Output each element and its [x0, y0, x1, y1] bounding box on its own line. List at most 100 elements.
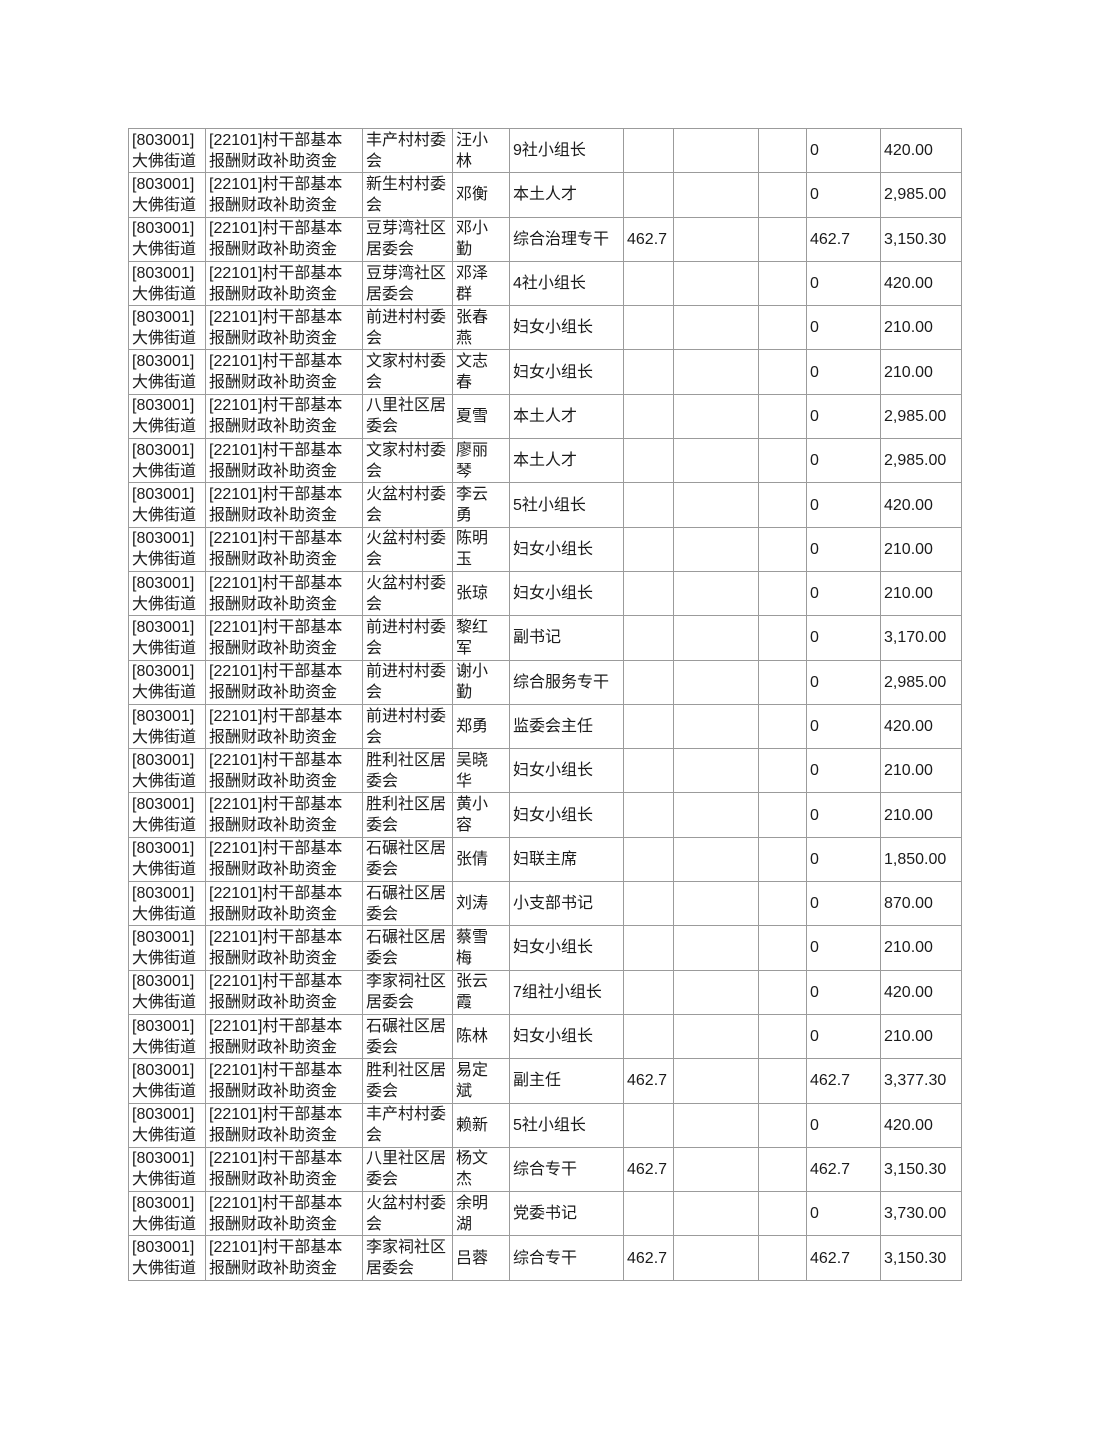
table-row: [803001] 大佛街道 [22101]村干部基本 报酬财政补助资金 胜利社区…: [128, 748, 962, 794]
cell-person-name: 郑勇: [452, 703, 510, 750]
cell-organization: 文家村村委 会: [362, 349, 453, 395]
cell-organization: 石碾社区居 委会: [362, 1013, 453, 1060]
cell-position-title: 党委书记: [509, 1191, 624, 1237]
cell-blank-1: [673, 969, 759, 1015]
cell-amount: 210.00: [880, 748, 962, 794]
cell-standard-value-2: 0: [806, 260, 881, 307]
cell-person-name: 吴晓 华: [452, 748, 510, 794]
table-row: [803001] 大佛街道 [22101]村干部基本 报酬财政补助资金 石碾社区…: [128, 836, 962, 883]
cell-person-name: 邓小 勤: [452, 216, 510, 262]
table-row: [803001] 大佛街道 [22101]村干部基本 报酬财政补助资金 文家村村…: [128, 438, 962, 484]
cell-organization: 火盆村村委 会: [362, 482, 453, 528]
cell-standard-value-2: 0: [806, 748, 881, 794]
cell-organization: 前进村村委 会: [362, 659, 453, 705]
cell-amount: 420.00: [880, 703, 962, 750]
cell-standard-value-2: 462.7: [806, 1146, 881, 1193]
cell-district-code: [803001] 大佛街道: [128, 260, 206, 307]
cell-blank-1: [673, 127, 759, 174]
cell-program-name: [22101]村干部基本 报酬财政补助资金: [205, 615, 363, 661]
cell-standard-value-2: 0: [806, 659, 881, 705]
cell-district-code: [803001] 大佛街道: [128, 1058, 206, 1104]
cell-standard-value-2: 0: [806, 1013, 881, 1060]
cell-organization: 丰产村村委 会: [362, 127, 453, 174]
cell-standard-value-2: 0: [806, 925, 881, 971]
table-row: [803001] 大佛街道 [22101]村干部基本 报酬财政补助资金 豆芽湾社…: [128, 260, 962, 307]
cell-program-name: [22101]村干部基本 报酬财政补助资金: [205, 438, 363, 484]
cell-blank-2: [758, 172, 807, 218]
cell-amount: 870.00: [880, 881, 962, 927]
cell-standard-value-2: 0: [806, 127, 881, 174]
cell-position-title: 妇联主席: [509, 836, 624, 883]
cell-person-name: 黄小 容: [452, 792, 510, 838]
table-row: [803001] 大佛街道 [22101]村干部基本 报酬财政补助资金 火盆村村…: [128, 1191, 962, 1237]
cell-amount: 3,730.00: [880, 1191, 962, 1237]
cell-amount: 3,377.30: [880, 1058, 962, 1104]
cell-district-code: [803001] 大佛街道: [128, 482, 206, 528]
cell-program-name: [22101]村干部基本 报酬财政补助资金: [205, 216, 363, 262]
table-row: [803001] 大佛街道 [22101]村干部基本 报酬财政补助资金 前进村村…: [128, 615, 962, 661]
cell-blank-1: [673, 836, 759, 883]
cell-district-code: [803001] 大佛街道: [128, 969, 206, 1015]
cell-person-name: 赖新: [452, 1102, 510, 1148]
cell-standard-value-1: [623, 349, 674, 395]
cell-organization: 胜利社区居 委会: [362, 748, 453, 794]
table-row: [803001] 大佛街道 [22101]村干部基本 报酬财政补助资金 前进村村…: [128, 703, 962, 750]
cell-blank-1: [673, 1235, 759, 1281]
cell-blank-1: [673, 615, 759, 661]
table-row: [803001] 大佛街道 [22101]村干部基本 报酬财政补助资金 八里社区…: [128, 1146, 962, 1193]
cell-organization: 前进村村委 会: [362, 615, 453, 661]
cell-person-name: 陈明 玉: [452, 526, 510, 572]
cell-program-name: [22101]村干部基本 报酬财政补助资金: [205, 526, 363, 572]
cell-blank-1: [673, 1146, 759, 1193]
cell-district-code: [803001] 大佛街道: [128, 1146, 206, 1193]
cell-blank-2: [758, 349, 807, 395]
cell-position-title: 妇女小组长: [509, 526, 624, 572]
cell-amount: 420.00: [880, 127, 962, 174]
cell-program-name: [22101]村干部基本 报酬财政补助资金: [205, 172, 363, 218]
cell-position-title: 妇女小组长: [509, 925, 624, 971]
cell-organization: 李家祠社区 居委会: [362, 969, 453, 1015]
table-row: [803001] 大佛街道 [22101]村干部基本 报酬财政补助资金 胜利社区…: [128, 1058, 962, 1104]
cell-person-name: 黎红 军: [452, 615, 510, 661]
cell-organization: 前进村村委 会: [362, 305, 453, 351]
cell-blank-2: [758, 482, 807, 528]
cell-standard-value-2: 0: [806, 482, 881, 528]
cell-organization: 八里社区居 委会: [362, 1146, 453, 1193]
cell-standard-value-1: [623, 969, 674, 1015]
cell-standard-value-1: [623, 570, 674, 617]
cell-position-title: 本土人才: [509, 438, 624, 484]
cell-amount: 420.00: [880, 969, 962, 1015]
cell-blank-2: [758, 1102, 807, 1148]
cell-amount: 3,170.00: [880, 615, 962, 661]
table-row: [803001] 大佛街道 [22101]村干部基本 报酬财政补助资金 胜利社区…: [128, 792, 962, 838]
cell-organization: 石碾社区居 委会: [362, 836, 453, 883]
cell-blank-2: [758, 438, 807, 484]
cell-blank-2: [758, 260, 807, 307]
cell-amount: 210.00: [880, 925, 962, 971]
cell-program-name: [22101]村干部基本 报酬财政补助资金: [205, 1235, 363, 1281]
cell-program-name: [22101]村干部基本 报酬财政补助资金: [205, 260, 363, 307]
cell-blank-2: [758, 1013, 807, 1060]
cell-program-name: [22101]村干部基本 报酬财政补助资金: [205, 659, 363, 705]
cell-amount: 420.00: [880, 260, 962, 307]
cell-standard-value-1: [623, 836, 674, 883]
cell-program-name: [22101]村干部基本 报酬财政补助资金: [205, 349, 363, 395]
cell-standard-value-2: 0: [806, 792, 881, 838]
cell-standard-value-1: [623, 748, 674, 794]
cell-standard-value-2: 462.7: [806, 216, 881, 262]
cell-district-code: [803001] 大佛街道: [128, 305, 206, 351]
cell-program-name: [22101]村干部基本 报酬财政补助资金: [205, 127, 363, 174]
cell-position-title: 妇女小组长: [509, 1013, 624, 1060]
cell-organization: 石碾社区居 委会: [362, 925, 453, 971]
table-row: [803001] 大佛街道 [22101]村干部基本 报酬财政补助资金 文家村村…: [128, 349, 962, 395]
cell-organization: 丰产村村委 会: [362, 1102, 453, 1148]
table-row: [803001] 大佛街道 [22101]村干部基本 报酬财政补助资金 李家祠社…: [128, 969, 962, 1015]
cell-amount: 3,150.30: [880, 1235, 962, 1281]
cell-position-title: 5社小组长: [509, 1102, 624, 1148]
cell-standard-value-2: 0: [806, 1191, 881, 1237]
cell-blank-2: [758, 1191, 807, 1237]
cell-district-code: [803001] 大佛街道: [128, 615, 206, 661]
cell-person-name: 张云 霞: [452, 969, 510, 1015]
cell-standard-value-1: [623, 1191, 674, 1237]
